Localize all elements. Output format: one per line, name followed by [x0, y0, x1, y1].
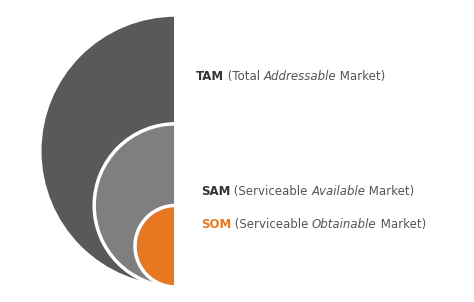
Text: Market): Market) — [365, 185, 414, 198]
Text: Addressable: Addressable — [264, 70, 336, 83]
Text: SOM: SOM — [201, 218, 231, 231]
Text: (Total: (Total — [224, 70, 264, 83]
Text: Obtainable: Obtainable — [312, 218, 377, 231]
Text: Available: Available — [311, 185, 365, 198]
Wedge shape — [135, 205, 176, 287]
Text: (Serviceable: (Serviceable — [230, 185, 311, 198]
Text: Market): Market) — [336, 70, 385, 83]
Text: (Serviceable: (Serviceable — [231, 218, 312, 231]
Text: TAM: TAM — [195, 70, 224, 83]
Text: Market): Market) — [377, 218, 426, 231]
Wedge shape — [94, 124, 176, 287]
Wedge shape — [40, 15, 176, 287]
Text: SAM: SAM — [201, 185, 230, 198]
